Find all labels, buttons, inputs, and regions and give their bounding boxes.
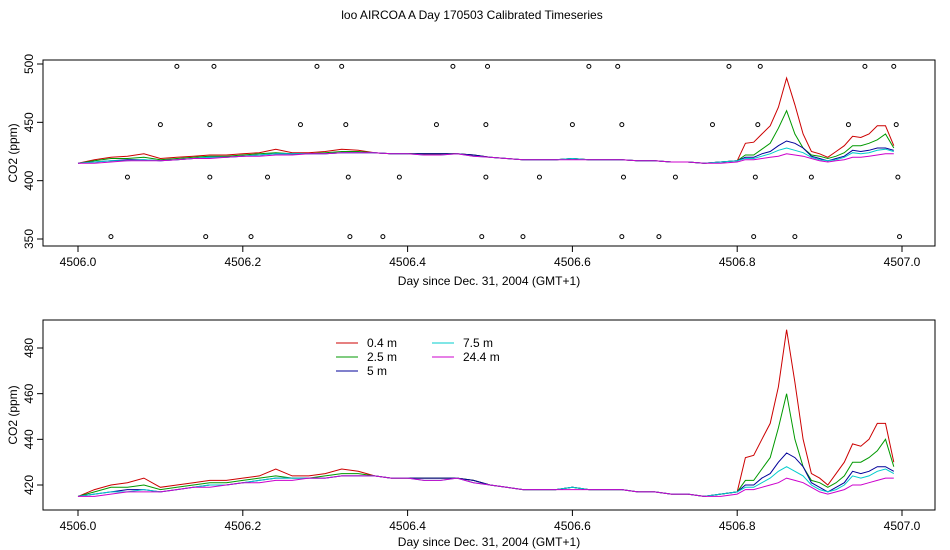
scatter-point	[755, 122, 761, 128]
scatter-point	[808, 174, 814, 180]
bottom-y-axis: 420 440 460 480	[22, 338, 43, 495]
chart-title: loo AIRCOA A Day 170503 Calibrated Times…	[341, 8, 602, 22]
top-x-tick-label: 4506.6	[554, 255, 591, 269]
scatter-point	[345, 174, 351, 180]
bottom-x-tick-label: 4506.4	[389, 519, 426, 533]
scatter-point	[895, 174, 901, 180]
top-y-tick-label: 500	[22, 54, 36, 74]
scatter-point	[124, 174, 130, 180]
bottom-series-line-5-m	[77, 452, 895, 497]
scatter-point	[619, 122, 625, 128]
bottom-x-tick-label: 4506.6	[554, 519, 591, 533]
scatter-point	[297, 122, 303, 128]
legend-label: 0.4 m	[367, 336, 397, 350]
top-y-tick-label: 400	[22, 170, 36, 190]
scatter-point	[347, 234, 353, 240]
scatter-point	[450, 63, 456, 69]
bottom-series-lines	[77, 329, 895, 497]
top-scatter-points	[108, 63, 903, 240]
bottom-y-tick-label: 440	[22, 429, 36, 449]
scatter-point	[569, 122, 575, 128]
scatter-point	[897, 234, 903, 240]
top-x-tick-label: 4506.8	[719, 255, 756, 269]
scatter-point	[343, 122, 349, 128]
scatter-point	[792, 234, 798, 240]
scatter-point	[757, 63, 763, 69]
scatter-point	[752, 174, 758, 180]
scatter-point	[380, 234, 386, 240]
scatter-point	[709, 122, 715, 128]
bottom-y-tick-label: 480	[22, 338, 36, 358]
legend-label: 24.4 m	[463, 350, 500, 364]
scatter-point	[248, 234, 254, 240]
top-series-lines	[77, 76, 895, 164]
top-panel: 4506.0 4506.2 4506.4 4506.6 4506.8 4507.0 350…	[6, 54, 936, 288]
scatter-point	[656, 234, 662, 240]
top-plot-box	[42, 59, 936, 247]
bottom-x-label: Day since Dec. 31, 2004 (GMT+1)	[398, 535, 580, 549]
scatter-point	[845, 122, 851, 128]
top-x-tick-label: 4507.0	[884, 255, 921, 269]
bottom-y-label: CO2 (ppm)	[6, 385, 20, 444]
scatter-point	[108, 234, 114, 240]
bottom-x-tick-label: 4506.0	[60, 519, 97, 533]
scatter-point	[314, 63, 320, 69]
scatter-point	[862, 63, 868, 69]
bottom-y-tick-label: 420	[22, 475, 36, 495]
scatter-point	[893, 122, 899, 128]
bottom-panel: 4506.0 4506.2 4506.4 4506.6 4506.8 4507.0 420…	[6, 319, 936, 549]
scatter-point	[483, 174, 489, 180]
bottom-x-tick-label: 4506.2	[224, 519, 261, 533]
top-y-tick-label: 450	[22, 112, 36, 132]
scatter-point	[520, 234, 526, 240]
bottom-x-tick-label: 4507.0	[884, 519, 921, 533]
scatter-point	[891, 63, 897, 69]
top-y-tick-label: 350	[22, 229, 36, 249]
legend-label: 2.5 m	[367, 350, 397, 364]
scatter-point	[207, 122, 213, 128]
legend-label: 5 m	[367, 364, 387, 378]
scatter-point	[174, 63, 180, 69]
scatter-point	[620, 174, 626, 180]
scatter-point	[726, 63, 732, 69]
top-series-line-5-m	[77, 140, 894, 164]
scatter-point	[339, 63, 345, 69]
scatter-point	[619, 234, 625, 240]
top-x-tick-label: 4506.4	[389, 255, 426, 269]
scatter-point	[396, 174, 402, 180]
scatter-point	[536, 174, 542, 180]
scatter-point	[672, 174, 678, 180]
legend-label: 7.5 m	[463, 336, 493, 350]
bottom-plot-box	[42, 319, 936, 511]
top-y-label: CO2 (ppm)	[6, 123, 20, 182]
top-x-tick-label: 4506.0	[60, 255, 97, 269]
bottom-series-line-2-5-m	[77, 393, 895, 497]
top-x-label: Day since Dec. 31, 2004 (GMT+1)	[398, 274, 580, 288]
bottom-series-line-24-4-m	[78, 475, 894, 497]
top-x-axis: 4506.0 4506.2 4506.4 4506.6 4506.8 4507.0	[60, 246, 921, 269]
top-y-axis: 350 400 450 500	[22, 54, 43, 249]
scatter-point	[615, 63, 621, 69]
top-series-line-24-4-m	[78, 152, 894, 164]
scatter-point	[211, 63, 217, 69]
scatter-point	[207, 174, 213, 180]
bottom-y-tick-label: 460	[22, 383, 36, 403]
scatter-point	[433, 122, 439, 128]
top-x-tick-label: 4506.2	[224, 255, 261, 269]
scatter-point	[479, 234, 485, 240]
scatter-point	[157, 122, 163, 128]
scatter-point	[485, 63, 491, 69]
legend: 0.4 m2.5 m5 m 7.5 m24.4 m	[336, 336, 500, 378]
scatter-point	[265, 174, 271, 180]
scatter-point	[483, 122, 489, 128]
bottom-x-tick-label: 4506.8	[719, 519, 756, 533]
scatter-point	[586, 63, 592, 69]
bottom-x-axis: 4506.0 4506.2 4506.4 4506.6 4506.8 4507.0	[60, 510, 921, 533]
scatter-point	[203, 234, 209, 240]
scatter-point	[751, 234, 757, 240]
